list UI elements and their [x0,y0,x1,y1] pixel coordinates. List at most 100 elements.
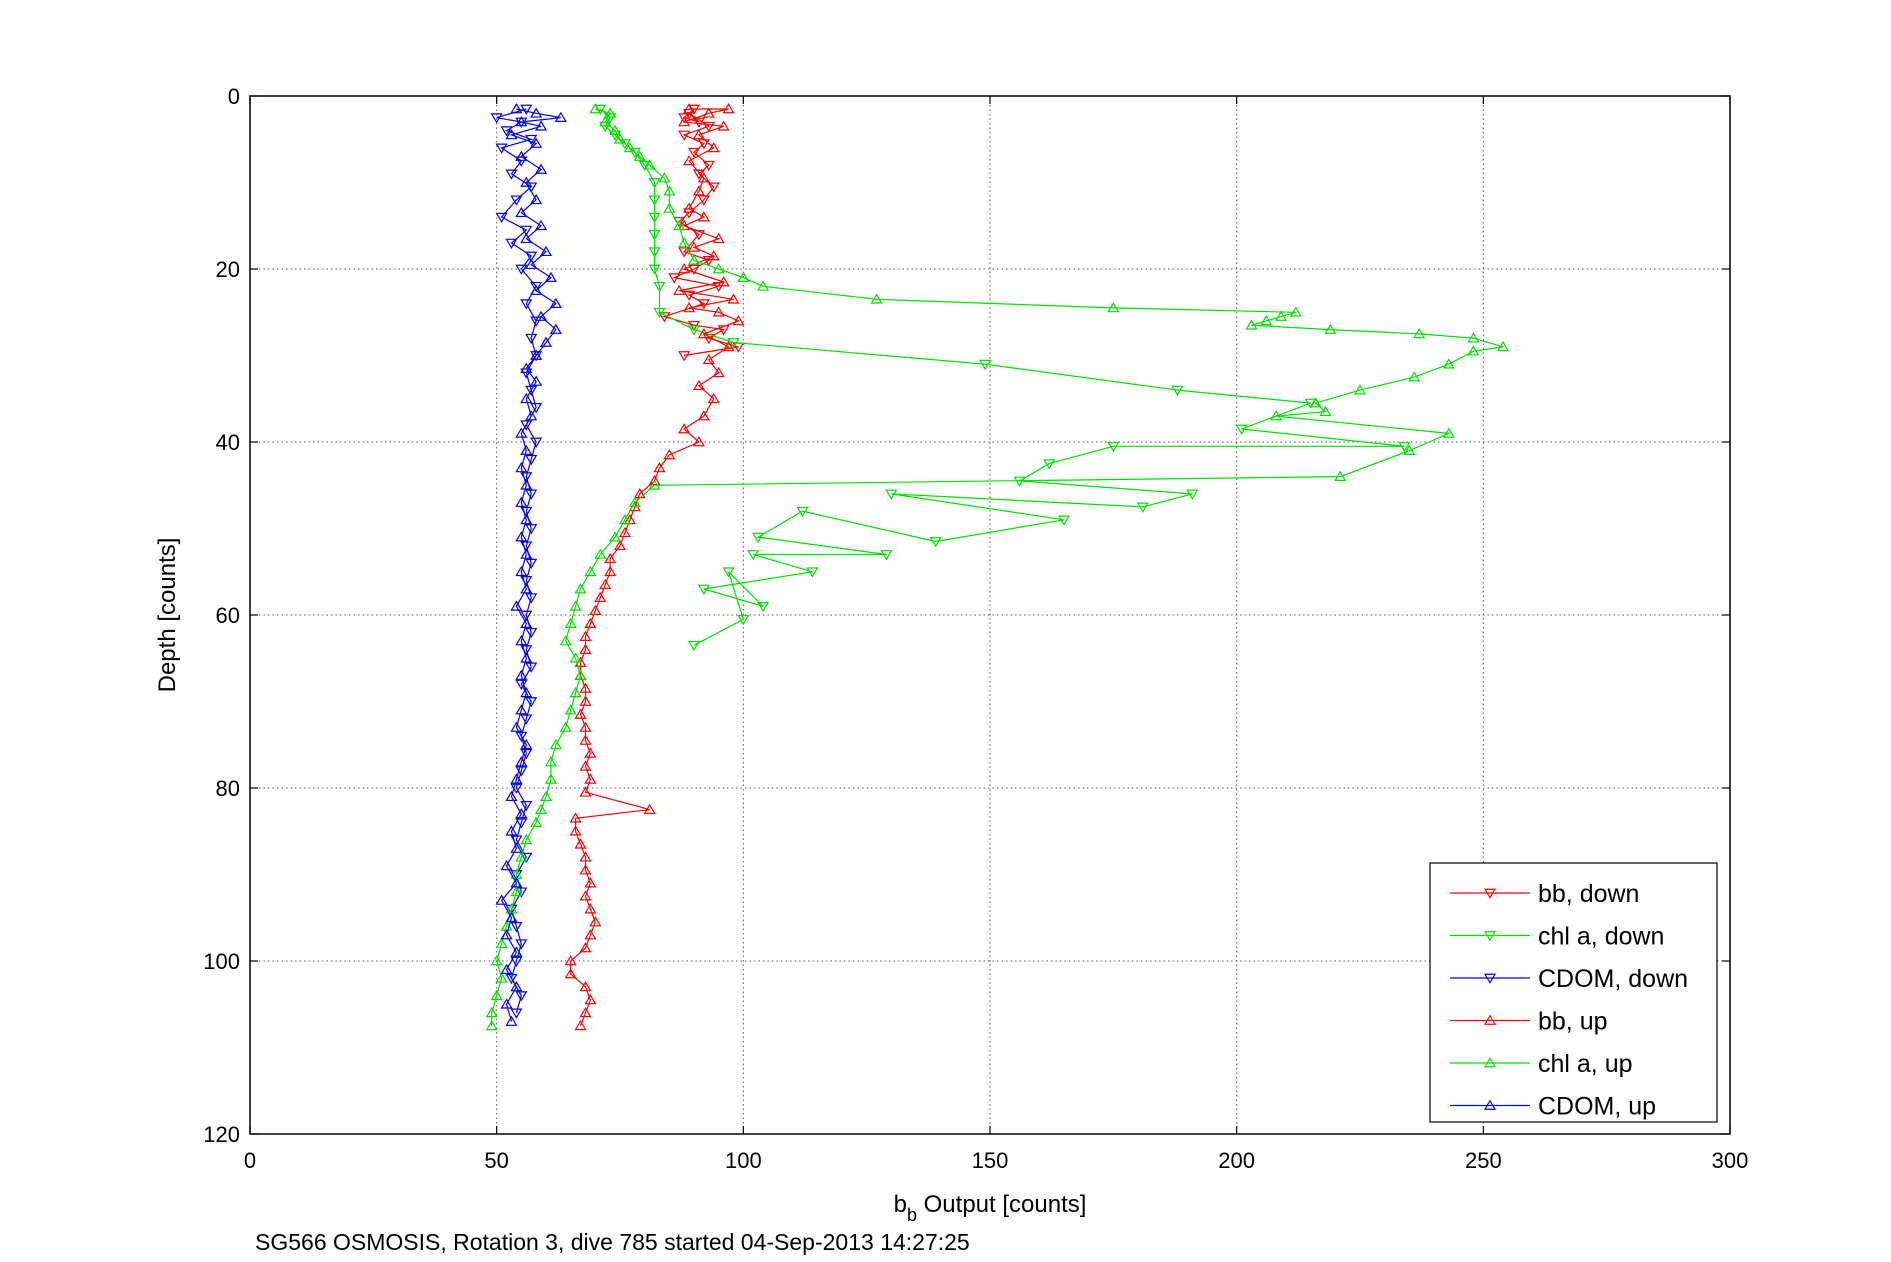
legend-label: bb, down [1538,880,1639,908]
data-point [1245,319,1258,330]
data-point [692,436,705,447]
data-point [525,410,538,421]
legend-label: CDOM, up [1538,1093,1656,1121]
data-point [490,113,503,124]
data-point [757,280,770,291]
data-point [687,241,701,252]
data-point [530,284,543,295]
data-point [525,697,538,708]
data-point [712,306,725,317]
data-point [520,225,533,237]
data-point [609,124,622,135]
series-3 [564,103,745,1031]
data-point [618,526,631,538]
data-point [510,600,523,611]
data-point [535,163,548,174]
data-point [520,479,533,490]
x-tick-label: 300 [1712,1148,1749,1173]
data-point [520,548,533,559]
data-point [1467,345,1480,356]
x-tick-label: 100 [725,1148,762,1173]
data-point [1403,444,1416,455]
data-point [683,103,696,114]
data-point [584,877,597,888]
legend-item: chl a, up [1450,1050,1633,1078]
data-point [1353,384,1367,395]
data-point [579,786,592,797]
data-point [495,143,508,154]
legend-marker [1483,973,1497,984]
legend-box [1429,862,1718,1123]
legend-marker [1483,1057,1497,1068]
x-axis-label-rest: Output [counts] [917,1191,1086,1218]
data-point [559,635,572,646]
data-point [579,682,592,693]
data-point [520,392,533,404]
data-point [668,273,681,284]
legend-item: bb, up [1450,1008,1608,1036]
data-point [549,323,562,334]
data-point [678,237,691,248]
data-point [500,963,513,974]
data-point [1107,301,1120,313]
data-point [653,307,666,319]
data-point [643,803,656,814]
data-point [520,420,533,431]
data-point [579,890,592,901]
data-point [525,251,538,262]
data-point [530,349,543,360]
data-point [692,117,705,128]
data-point [678,263,691,274]
data-point [515,851,528,862]
data-point [584,747,597,758]
data-point [564,955,577,966]
x-tick-label: 150 [972,1148,1009,1173]
data-point [500,859,513,871]
data-point [579,734,592,745]
data-point [485,1019,498,1031]
data-point [505,238,518,249]
data-point [525,627,538,639]
data-point [525,593,538,604]
legend-label: CDOM, down [1538,965,1688,993]
data-point [510,956,523,967]
data-point [727,338,740,349]
data-point [515,206,528,218]
y-tick-label: 40 [216,430,240,455]
data-point [1013,476,1026,487]
data-point [584,929,597,940]
data-point [717,325,730,336]
data-point [702,160,715,172]
data-point [702,353,715,365]
series-layer [485,103,1510,1031]
data-point [505,128,518,140]
data-point [697,195,710,206]
data-point [535,219,548,231]
data-point [574,669,587,680]
data-point [520,513,533,525]
data-point [495,894,508,905]
data-point [697,172,710,183]
data-point [697,410,710,421]
data-point [589,916,602,927]
data-point [525,662,538,673]
data-point [579,643,592,654]
data-point [687,147,701,159]
data-point [510,885,523,897]
data-point [515,808,528,819]
data-point [1413,327,1426,339]
data-point [525,333,538,345]
data-point [628,496,641,507]
data-point [648,479,661,490]
data-point [520,800,533,812]
data-point [1289,306,1302,317]
data-point [722,567,735,578]
data-point [530,137,543,148]
x-tick-label: 250 [1465,1148,1502,1173]
data-point [579,721,592,732]
data-point [722,103,735,114]
data-point [525,489,538,500]
data-point [687,640,701,652]
data-point [683,108,696,120]
data-point [692,230,705,241]
